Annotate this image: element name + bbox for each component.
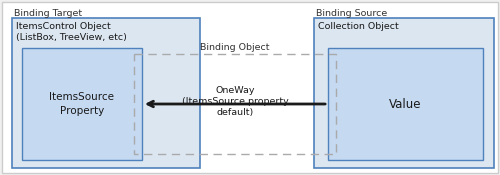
Text: Value: Value — [389, 97, 422, 110]
FancyBboxPatch shape — [314, 18, 494, 168]
FancyBboxPatch shape — [328, 48, 483, 160]
Text: Binding Source: Binding Source — [316, 9, 387, 18]
Text: (ItemsSource property: (ItemsSource property — [182, 97, 288, 106]
Text: default): default) — [216, 108, 254, 117]
Text: OneWay: OneWay — [215, 86, 255, 95]
FancyBboxPatch shape — [2, 2, 498, 173]
Text: ItemsControl Object: ItemsControl Object — [16, 22, 111, 31]
Text: Binding Target: Binding Target — [14, 9, 82, 18]
Text: (ListBox, TreeView, etc): (ListBox, TreeView, etc) — [16, 33, 127, 42]
FancyBboxPatch shape — [22, 48, 142, 160]
Text: Binding Object: Binding Object — [200, 43, 270, 52]
Text: ItemsSource
Property: ItemsSource Property — [50, 92, 114, 116]
Text: Collection Object: Collection Object — [318, 22, 399, 31]
FancyBboxPatch shape — [12, 18, 200, 168]
